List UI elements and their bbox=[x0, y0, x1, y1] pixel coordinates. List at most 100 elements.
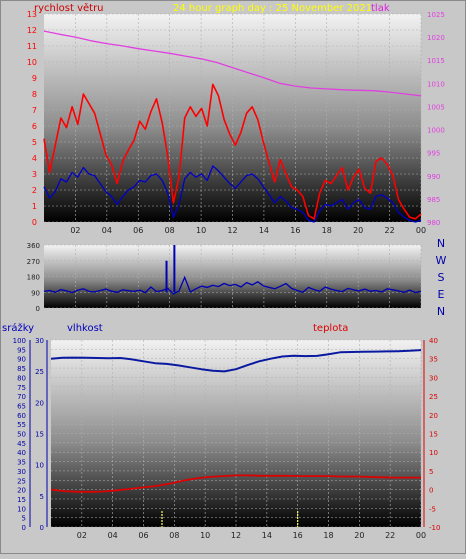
humidity-y-tick: 5 bbox=[40, 493, 44, 501]
temperature-y-axis: -10 -5 0 5 10 15 20 25 30 35 40 bbox=[423, 337, 440, 532]
x-tick-label: 02 bbox=[77, 531, 87, 540]
rain-y-tick: 80 bbox=[17, 374, 26, 382]
humidity-y-tick: 15 bbox=[35, 431, 44, 439]
rain-y-tick: 100 bbox=[13, 337, 26, 345]
direction-y-tick: 90 bbox=[31, 289, 40, 297]
humidity-x-axis: 02 04 06 08 10 12 14 16 18 20 22 00 bbox=[77, 531, 426, 540]
rain-y-tick: 70 bbox=[17, 393, 26, 401]
temperature-y-tick: -5 bbox=[429, 505, 436, 513]
wind-y-tick: 12 bbox=[27, 26, 37, 35]
rain-y-tick: 65 bbox=[17, 402, 26, 410]
wind-y-tick: 6 bbox=[32, 122, 37, 131]
humidity-y-tick: 25 bbox=[35, 368, 44, 376]
wind-grid bbox=[44, 13, 422, 223]
wind-y-tick: 7 bbox=[32, 106, 37, 115]
x-tick-label: 16 bbox=[290, 226, 300, 235]
humidity-y-tick: 0 bbox=[40, 524, 44, 532]
x-tick-label: 00 bbox=[416, 531, 426, 540]
temperature-line bbox=[50, 474, 421, 493]
gust-line bbox=[43, 83, 422, 220]
humidity-y-tick: 10 bbox=[35, 462, 44, 470]
rain-y-tick: 10 bbox=[17, 505, 26, 513]
x-tick-label: 16 bbox=[293, 531, 303, 540]
x-tick-label: 08 bbox=[165, 226, 175, 235]
temperature-y-tick: 10 bbox=[429, 449, 438, 457]
rain-y-tick: 95 bbox=[17, 346, 26, 354]
x-tick-label: 02 bbox=[70, 226, 80, 235]
rain-y-tick: 35 bbox=[17, 459, 26, 467]
x-tick-label: 22 bbox=[385, 531, 395, 540]
x-tick-label: 20 bbox=[353, 226, 363, 235]
x-tick-label: 14 bbox=[262, 531, 272, 540]
wind-y-tick: 1 bbox=[32, 202, 37, 211]
direction-y-tick: 360 bbox=[27, 242, 40, 250]
rain-y-tick: 15 bbox=[17, 496, 26, 504]
x-tick-label: 20 bbox=[354, 531, 364, 540]
wind-y-tick: 5 bbox=[32, 138, 37, 147]
temperature-y-tick: 15 bbox=[429, 431, 438, 439]
pressure-y-tick: 1025 bbox=[427, 11, 445, 19]
humidity-temperature-series bbox=[50, 349, 422, 527]
temperature-y-tick: 40 bbox=[429, 337, 438, 345]
direction-grid bbox=[44, 244, 422, 309]
compass-label: N bbox=[437, 237, 445, 250]
rain-y-tick: 20 bbox=[17, 487, 26, 495]
rain-y-tick: 45 bbox=[17, 440, 26, 448]
pressure-line bbox=[43, 30, 422, 97]
temperature-y-tick: 25 bbox=[429, 393, 438, 401]
pressure-y-tick: 990 bbox=[427, 173, 440, 181]
x-tick-label: 22 bbox=[384, 226, 394, 235]
temperature-y-tick: 5 bbox=[429, 468, 433, 476]
wind-x-axis: 02 04 06 08 10 12 14 16 18 20 22 00 bbox=[70, 226, 426, 235]
compass-label: W bbox=[436, 254, 447, 267]
humidity-grid bbox=[51, 339, 422, 528]
x-tick-label: 18 bbox=[323, 531, 333, 540]
x-tick-label: 04 bbox=[102, 226, 112, 235]
humidity-y-tick: 20 bbox=[35, 399, 44, 407]
temperature-y-tick: -10 bbox=[429, 524, 440, 532]
pressure-y-tick: 1010 bbox=[427, 80, 445, 88]
pressure-y-tick: 1020 bbox=[427, 34, 445, 42]
pressure-label: tlak bbox=[371, 3, 390, 14]
direction-line bbox=[43, 275, 422, 295]
x-tick-label: 10 bbox=[200, 531, 210, 540]
x-tick-label: 00 bbox=[416, 226, 426, 235]
wind-y-tick: 2 bbox=[32, 186, 37, 195]
pressure-y-tick: 1000 bbox=[427, 127, 445, 135]
temperature-y-tick: 0 bbox=[429, 487, 433, 495]
x-tick-label: 06 bbox=[133, 226, 143, 235]
wind-y-tick: 4 bbox=[32, 154, 37, 163]
x-tick-label: 04 bbox=[108, 531, 118, 540]
rain-y-tick: 5 bbox=[22, 515, 26, 523]
pressure-y-tick: 995 bbox=[427, 150, 440, 158]
temperature-y-tick: 35 bbox=[429, 356, 438, 364]
rain-y-tick: 60 bbox=[17, 412, 26, 420]
pressure-y-tick: 1015 bbox=[427, 57, 445, 65]
temperature-y-tick: 20 bbox=[429, 412, 438, 420]
compass-label: S bbox=[438, 271, 445, 284]
wind-y-tick: 10 bbox=[27, 58, 37, 67]
rain-y-tick: 75 bbox=[17, 384, 26, 392]
average-line bbox=[43, 165, 422, 223]
compass-label: N bbox=[437, 305, 445, 318]
rain-y-tick: 30 bbox=[17, 468, 26, 476]
wind-y-tick: 3 bbox=[32, 170, 37, 179]
humidity-y-tick: 30 bbox=[35, 337, 44, 345]
humidity-y-axis: 0 5 10 15 20 25 30 bbox=[35, 337, 48, 532]
humidity-temperature-panel: 0510152025303540455055606570758085909510… bbox=[13, 337, 441, 540]
pressure-y-tick: 980 bbox=[427, 219, 440, 227]
direction-y-tick: 180 bbox=[27, 274, 40, 282]
wind-y-tick: 13 bbox=[27, 10, 37, 19]
wind-y-tick: 0 bbox=[32, 218, 37, 227]
wind-series bbox=[43, 30, 422, 223]
x-tick-label: 08 bbox=[169, 531, 179, 540]
rain-label: srážky bbox=[2, 322, 34, 334]
x-tick-label: 12 bbox=[231, 531, 241, 540]
direction-y-axis: 0 90 180 270 360 bbox=[27, 242, 40, 313]
